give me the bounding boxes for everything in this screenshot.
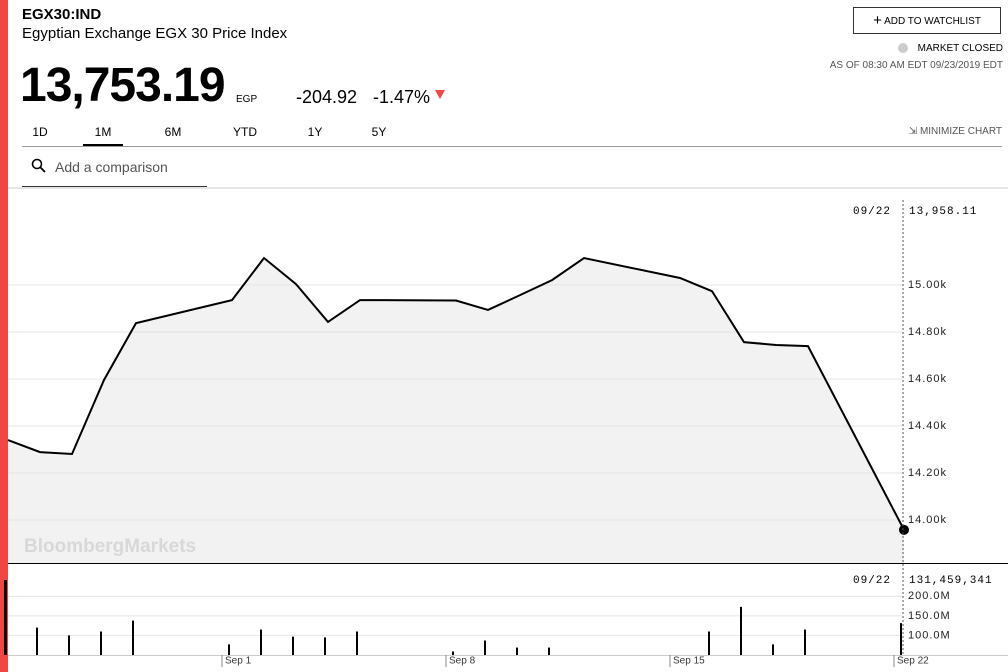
y-tick-label: 14.60k <box>908 373 947 385</box>
volume-bar <box>292 636 294 655</box>
range-tab[interactable]: 5Y <box>371 125 387 139</box>
x-tick-label: Sep 8 <box>449 656 476 667</box>
watchlist-label: ADD TO WATCHLIST <box>884 16 981 27</box>
crosshair-value: 13,958.11 <box>909 206 977 218</box>
minimize-label: MINIMIZE CHART <box>919 126 1002 137</box>
crosshair-box <box>846 202 901 220</box>
price: 13,753.19 <box>20 59 226 112</box>
y-tick-label: 15.00k <box>908 279 947 291</box>
volume-bar <box>708 631 710 655</box>
currency: EGP <box>236 94 258 105</box>
price-area <box>8 258 904 563</box>
divider <box>22 146 1002 147</box>
as-of: AS OF 08:30 AM EDT 09/23/2019 EDT <box>829 60 1003 71</box>
y-tick-label: 14.20k <box>908 467 947 479</box>
x-tick-label: Sep 1 <box>225 656 252 667</box>
minimize-chart[interactable]: ⇲ MINIMIZE CHART <box>908 126 1002 137</box>
volume-bar <box>900 623 902 655</box>
y-tick-label: 14.00k <box>908 514 947 526</box>
range-tab[interactable]: YTD <box>233 125 257 139</box>
range-tab[interactable]: 1D <box>32 125 48 139</box>
volume-bar <box>228 644 230 655</box>
plus-icon: + <box>873 12 882 29</box>
crosshair-date: 09/22 <box>853 206 891 218</box>
crosshair-box <box>846 572 901 589</box>
volume-bar <box>260 629 262 655</box>
volume-bar <box>804 629 806 655</box>
accent-bar <box>0 0 8 672</box>
volume-bar <box>68 635 70 655</box>
range-tab[interactable]: 1Y <box>307 125 323 139</box>
volume-bar <box>484 640 486 655</box>
volume-bar <box>516 647 518 655</box>
watermark: BloombergMarkets <box>24 536 196 557</box>
volume-bar <box>452 651 454 655</box>
change: -204.92 <box>296 87 358 107</box>
volume-bar <box>356 631 358 655</box>
y-tick-label: 14.40k <box>908 420 947 432</box>
volume-bar <box>36 627 38 655</box>
y2-tick-label: 200.0M <box>908 590 951 602</box>
last-point <box>899 524 909 535</box>
volume-bar <box>772 644 774 655</box>
crosshair-date: 09/22 <box>853 575 891 587</box>
change-percent: -1.47% <box>373 87 431 107</box>
volume-bar <box>740 606 742 655</box>
volume-bar <box>324 637 326 655</box>
y2-tick-label: 150.0M <box>908 610 951 622</box>
comparison-input[interactable] <box>22 150 207 187</box>
watchlist-button[interactable]: + ADD TO WATCHLIST <box>853 7 1001 34</box>
volume-bar <box>100 631 102 655</box>
range-tab[interactable]: 1M <box>83 125 123 147</box>
comparison-placeholder: Add a comparison <box>55 159 168 175</box>
symbol: EGX30:IND <box>22 6 102 23</box>
crosshair-value-box <box>905 202 1001 220</box>
y-tick-label: 14.80k <box>908 326 947 338</box>
volume-bar <box>548 647 550 655</box>
range-tab[interactable]: 6M <box>164 125 182 139</box>
index-name: Egyptian Exchange EGX 30 Price Index <box>22 25 288 42</box>
status-dot <box>898 43 908 53</box>
market-status: MARKET CLOSED <box>917 43 1003 54</box>
y2-tick-label: 100.0M <box>908 629 951 641</box>
x-tick-label: Sep 15 <box>673 656 705 667</box>
x-tick-label: Sep 22 <box>897 656 929 667</box>
volume-bar <box>132 620 134 655</box>
price-line <box>7 256 905 531</box>
crosshair-value: 131,459,341 <box>909 575 993 587</box>
down-arrow <box>435 90 445 99</box>
search-icon <box>31 158 46 173</box>
